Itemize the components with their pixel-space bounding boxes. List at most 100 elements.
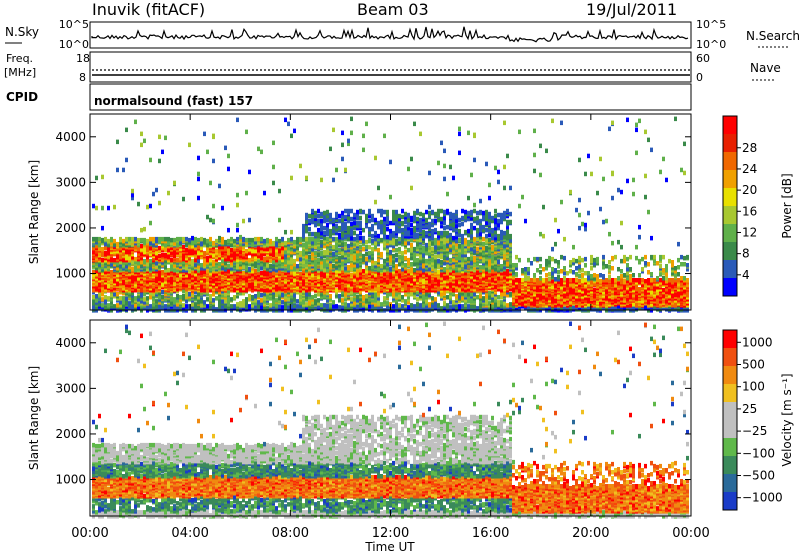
power-cell <box>407 283 410 288</box>
power-cell <box>197 253 200 259</box>
power-cell <box>200 287 203 292</box>
power-cell <box>389 194 392 200</box>
power-cell <box>200 303 203 308</box>
power-cell <box>206 242 209 248</box>
power-cell <box>119 303 122 308</box>
power-cell <box>356 280 359 285</box>
power-cell <box>227 246 230 252</box>
power-cell <box>341 142 344 148</box>
power-cell <box>110 270 113 275</box>
power-cell <box>245 190 248 196</box>
power-cell <box>308 274 311 279</box>
power-cell <box>308 265 311 270</box>
power-cell <box>356 233 359 239</box>
power-cell <box>98 292 101 297</box>
power-cell <box>197 176 200 182</box>
power-cell <box>350 302 353 307</box>
power-cell <box>344 244 347 250</box>
power-cell <box>326 225 329 231</box>
power-cell <box>251 272 254 277</box>
power-cell <box>308 305 311 310</box>
power-cell <box>260 149 263 155</box>
power-cell <box>197 304 200 309</box>
power-cell <box>368 297 371 302</box>
power-cell <box>128 240 131 246</box>
power-cell <box>299 256 302 262</box>
power-cell <box>155 304 158 309</box>
power-cell <box>227 302 230 307</box>
power-cell <box>368 266 371 271</box>
power-cell <box>101 249 104 255</box>
power-cell <box>377 236 380 242</box>
power-cell <box>398 262 401 267</box>
power-cell <box>131 267 134 272</box>
power-cell <box>170 296 173 301</box>
power-cell <box>95 175 98 181</box>
power-cell <box>353 253 356 259</box>
power-cell <box>389 238 392 244</box>
power-cell <box>416 275 419 280</box>
power-cell <box>209 294 212 299</box>
power-cell <box>116 167 119 173</box>
power-cell <box>392 304 395 309</box>
power-cell <box>107 296 110 301</box>
power-cell <box>215 238 218 244</box>
power-cell <box>176 298 179 303</box>
power-cell <box>176 302 179 307</box>
power-cell <box>152 297 155 302</box>
power-cell <box>275 242 278 248</box>
power-cell <box>110 293 113 298</box>
power-cell <box>335 304 338 309</box>
power-cell <box>383 216 386 222</box>
power-cell <box>179 246 182 252</box>
power-cell <box>368 291 371 296</box>
power-cell <box>293 293 296 298</box>
power-cell <box>377 257 380 263</box>
power-cell <box>410 227 413 233</box>
power-cell <box>134 244 137 250</box>
power-cell <box>338 232 341 238</box>
power-cell <box>341 253 344 259</box>
power-cell <box>305 212 308 218</box>
power-cell <box>398 216 401 222</box>
power-cell <box>374 302 377 307</box>
power-cell <box>266 237 269 243</box>
power-cell <box>116 303 119 308</box>
power-cell <box>188 268 191 273</box>
power-cell <box>149 236 152 242</box>
power-cell <box>323 274 326 279</box>
power-cell <box>134 266 137 271</box>
power-cell <box>296 236 299 242</box>
power-cell <box>413 304 416 309</box>
power-cell <box>236 294 239 299</box>
power-cell <box>353 266 356 271</box>
power-cell <box>278 217 281 223</box>
power-cell <box>368 254 371 260</box>
power-cell <box>341 266 344 271</box>
power-cell <box>251 251 254 257</box>
power-cell <box>245 237 248 243</box>
power-cell <box>218 304 221 309</box>
power-cell <box>194 236 197 242</box>
power-cell <box>290 175 293 181</box>
power-cell <box>383 258 386 264</box>
power-cell <box>269 303 272 308</box>
power-cell <box>404 249 407 255</box>
power-cell <box>410 269 413 274</box>
power-cell <box>275 268 278 273</box>
power-cell <box>407 231 410 237</box>
power-cell <box>146 243 149 249</box>
power-cell <box>242 236 245 242</box>
power-cell <box>365 213 368 219</box>
power-cell <box>380 251 383 257</box>
power-cell <box>338 255 341 261</box>
power-cell <box>284 229 287 235</box>
power-cell <box>341 217 344 223</box>
power-cell <box>200 241 203 247</box>
power-cell <box>95 298 98 303</box>
power-cell <box>380 268 383 273</box>
power-cell <box>386 243 389 249</box>
power-cell <box>377 271 380 276</box>
power-cell <box>209 240 212 246</box>
power-cell <box>110 304 113 309</box>
